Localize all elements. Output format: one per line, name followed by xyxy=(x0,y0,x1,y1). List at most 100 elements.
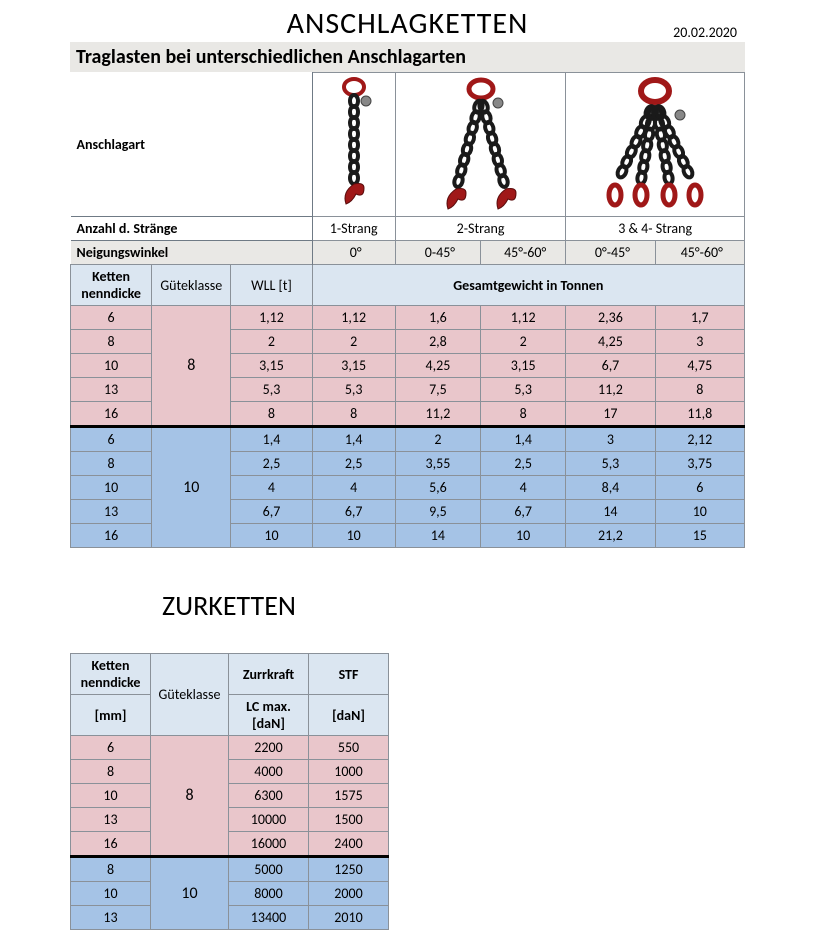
cell-value: 11,2 xyxy=(566,378,655,402)
main-title: ANSCHLAGKETTEN xyxy=(70,5,745,42)
cell-value: 10 xyxy=(312,524,395,548)
cell-value: 4 xyxy=(231,476,312,500)
t2-dan: [daN] xyxy=(309,695,389,736)
cell-diameter: 10 xyxy=(71,354,152,378)
cell-value: 1250 xyxy=(309,857,389,882)
label-anschlagart: Anschlagart xyxy=(71,73,313,217)
cell-value: 1000 xyxy=(309,760,389,784)
cell-value: 7,5 xyxy=(395,378,480,402)
cell-value: 3,15 xyxy=(312,354,395,378)
cell-value: 2200 xyxy=(229,736,309,760)
cell-value: 4 xyxy=(312,476,395,500)
t2-guete: Güteklasse xyxy=(151,654,229,736)
cell-value: 1,12 xyxy=(231,306,312,330)
cell-value: 16000 xyxy=(229,832,309,857)
cell-diameter: 13 xyxy=(71,906,151,930)
cell-value: 4 xyxy=(481,476,566,500)
cell-value: 2010 xyxy=(309,906,389,930)
cell-value: 2 xyxy=(231,330,312,354)
cell-value: 1,12 xyxy=(312,306,395,330)
cell-value: 6,7 xyxy=(481,500,566,524)
chain-1-strand-icon xyxy=(312,73,395,217)
cell-value: 3,75 xyxy=(655,452,744,476)
cell-value: 2 xyxy=(395,427,480,452)
cell-guete: 10 xyxy=(152,427,231,548)
strand-1: 1-Strang xyxy=(312,217,395,241)
cell-value: 6 xyxy=(655,476,744,500)
chain-4-strand-icon xyxy=(566,73,745,217)
cell-diameter: 6 xyxy=(71,736,151,760)
cell-value: 2,8 xyxy=(395,330,480,354)
cell-value: 6,7 xyxy=(566,354,655,378)
cell-value: 5,3 xyxy=(566,452,655,476)
cell-value: 3,15 xyxy=(231,354,312,378)
label-neigung: Neigungswinkel xyxy=(71,241,313,265)
cell-value: 13400 xyxy=(229,906,309,930)
t2-ketten: Ketten nenndicke xyxy=(71,654,151,695)
cell-value: 2,5 xyxy=(231,452,312,476)
cell-value: 1,6 xyxy=(395,306,480,330)
cell-value: 2400 xyxy=(309,832,389,857)
cell-diameter: 13 xyxy=(71,500,152,524)
t2-lcmax: LC max. [daN] xyxy=(229,695,309,736)
cell-guete: 8 xyxy=(152,306,231,427)
cell-value: 4,75 xyxy=(655,354,744,378)
t2-mm: [mm] xyxy=(71,695,151,736)
cell-diameter: 8 xyxy=(71,330,152,354)
lashing-table: Ketten nenndicke Güteklasse Zurrkraft ST… xyxy=(70,653,389,930)
date: 20.02.2020 xyxy=(673,24,737,41)
cell-diameter: 16 xyxy=(71,524,152,548)
cell-value: 4000 xyxy=(229,760,309,784)
cell-value: 3 xyxy=(655,330,744,354)
t2-zurrkraft: Zurrkraft xyxy=(229,654,309,695)
cell-diameter: 13 xyxy=(71,808,151,832)
t2-stf: STF xyxy=(309,654,389,695)
cell-value: 21,2 xyxy=(566,524,655,548)
angle-1: 0-45° xyxy=(395,241,480,265)
cell-value: 15 xyxy=(655,524,744,548)
cell-value: 4,25 xyxy=(395,354,480,378)
col-guete: Güteklasse xyxy=(152,265,231,306)
table-row: 13 134002010 xyxy=(71,906,389,930)
cell-diameter: 8 xyxy=(71,760,151,784)
cell-value: 2,36 xyxy=(566,306,655,330)
strand-2: 2-Strang xyxy=(395,217,566,241)
cell-value: 9,5 xyxy=(395,500,480,524)
cell-diameter: 10 xyxy=(71,784,151,808)
cell-value: 1500 xyxy=(309,808,389,832)
table-row: 13100001500 xyxy=(71,808,389,832)
cell-diameter: 8 xyxy=(71,452,152,476)
cell-value: 8 xyxy=(231,402,312,427)
cell-value: 5,6 xyxy=(395,476,480,500)
cell-diameter: 8 xyxy=(71,857,151,882)
table-row: 8 40001000 xyxy=(71,760,389,784)
cell-value: 1575 xyxy=(309,784,389,808)
cell-value: 550 xyxy=(309,736,389,760)
cell-value: 10 xyxy=(655,500,744,524)
cell-value: 2,12 xyxy=(655,427,744,452)
cell-value: 6,7 xyxy=(231,500,312,524)
cell-value: 10 xyxy=(231,524,312,548)
cell-value: 17 xyxy=(566,402,655,427)
cell-diameter: 10 xyxy=(71,476,152,500)
angle-4: 45°-60° xyxy=(655,241,744,265)
angle-3: 0°-45° xyxy=(566,241,655,265)
subtitle: Traglasten bei unterschiedlichen Anschla… xyxy=(70,42,745,72)
cell-value: 1,4 xyxy=(231,427,312,452)
cell-diameter: 13 xyxy=(71,378,152,402)
cell-value: 2,5 xyxy=(312,452,395,476)
strand-34: 3 & 4- Strang xyxy=(566,217,745,241)
cell-diameter: 6 xyxy=(71,306,152,330)
cell-value: 4,25 xyxy=(566,330,655,354)
table-row: 6101,41,421,432,12 xyxy=(71,427,745,452)
cell-value: 11,8 xyxy=(655,402,744,427)
cell-value: 5,3 xyxy=(481,378,566,402)
cell-value: 14 xyxy=(395,524,480,548)
cell-guete: 10 xyxy=(151,857,229,930)
cell-value: 2,5 xyxy=(481,452,566,476)
label-anzahl: Anzahl d. Stränge xyxy=(71,217,313,241)
col-ketten: Ketten nenndicke xyxy=(71,265,152,306)
title-zurketten: ZURKETTEN xyxy=(70,588,388,623)
cell-value: 6,7 xyxy=(312,500,395,524)
cell-value: 2 xyxy=(312,330,395,354)
